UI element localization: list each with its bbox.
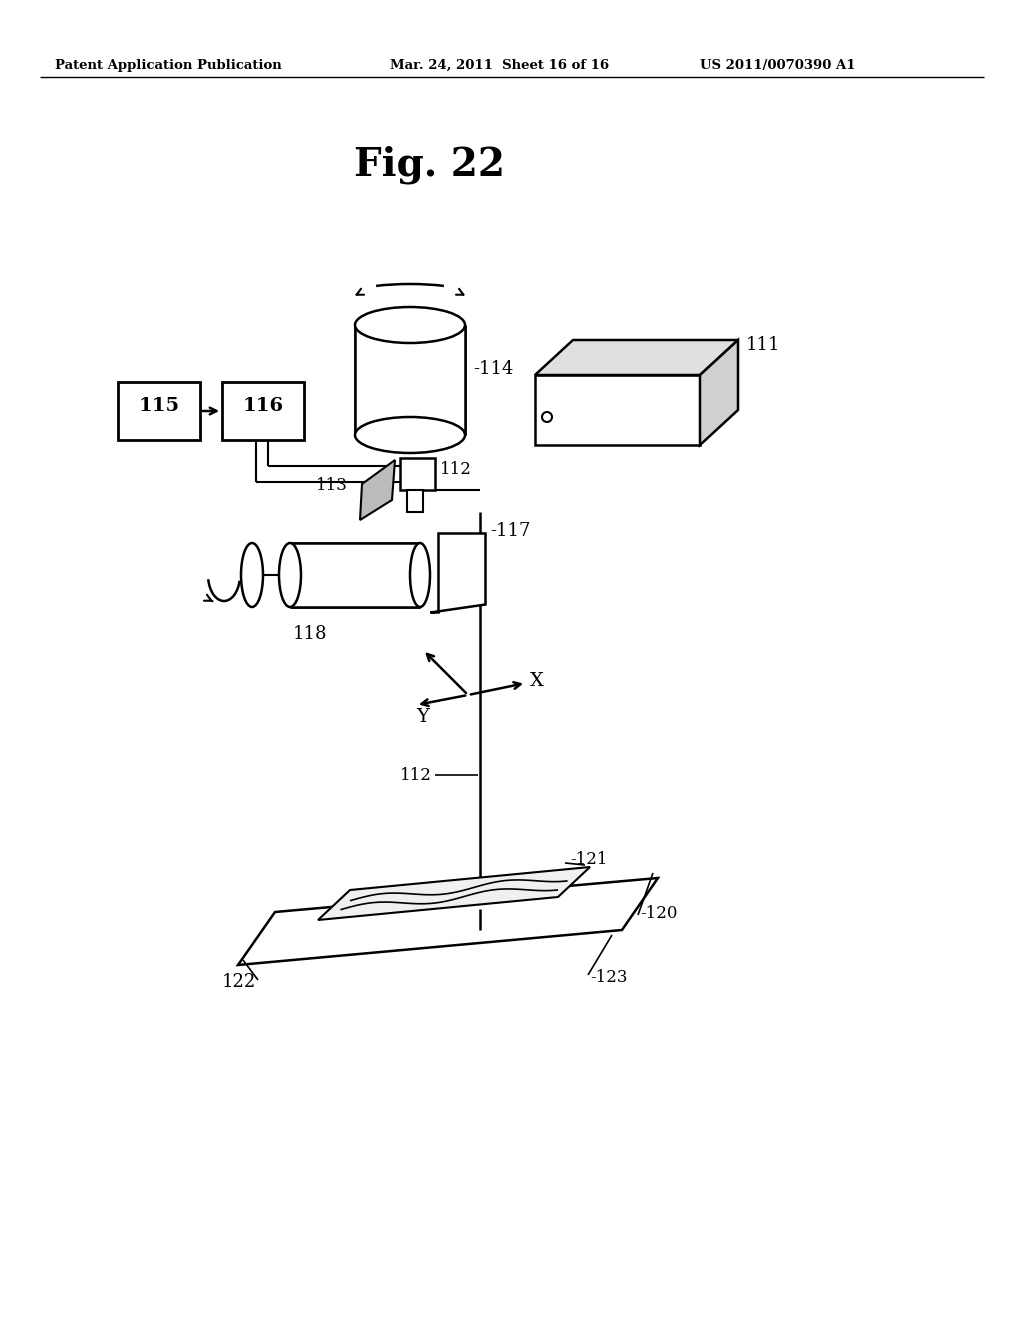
Ellipse shape	[410, 543, 430, 607]
Polygon shape	[238, 878, 658, 965]
Text: 118: 118	[293, 624, 328, 643]
Text: -114: -114	[473, 360, 513, 378]
Ellipse shape	[355, 417, 465, 453]
Text: -123: -123	[590, 969, 628, 986]
Polygon shape	[360, 459, 395, 520]
Bar	[535, 375, 700, 445]
Text: -117: -117	[490, 521, 530, 540]
Text: Mar. 24, 2011  Sheet 16 of 16: Mar. 24, 2011 Sheet 16 of 16	[390, 58, 609, 71]
Text: -121: -121	[570, 851, 607, 869]
Bar	[118, 381, 200, 440]
Ellipse shape	[355, 308, 465, 343]
Text: Patent Application Publication: Patent Application Publication	[55, 58, 282, 71]
Text: 111: 111	[746, 337, 780, 354]
Text: US 2011/0070390 A1: US 2011/0070390 A1	[700, 58, 855, 71]
Polygon shape	[700, 341, 738, 445]
Text: Y: Y	[416, 708, 429, 726]
Text: 115: 115	[138, 397, 179, 414]
Polygon shape	[290, 543, 420, 607]
Polygon shape	[318, 867, 590, 920]
Bar	[222, 381, 304, 440]
Text: X: X	[530, 672, 544, 690]
Bar	[407, 490, 423, 512]
Ellipse shape	[279, 543, 301, 607]
Text: 122: 122	[222, 973, 256, 991]
Text: 112: 112	[400, 767, 432, 784]
Ellipse shape	[241, 543, 263, 607]
Text: 113: 113	[316, 478, 348, 495]
Polygon shape	[430, 533, 485, 612]
Text: -120: -120	[640, 904, 678, 921]
Bar	[400, 458, 435, 490]
Circle shape	[542, 412, 552, 422]
Text: 112: 112	[440, 461, 472, 478]
Polygon shape	[535, 341, 738, 375]
Text: 116: 116	[243, 397, 284, 414]
Polygon shape	[355, 325, 465, 436]
Text: Fig. 22: Fig. 22	[354, 145, 506, 185]
